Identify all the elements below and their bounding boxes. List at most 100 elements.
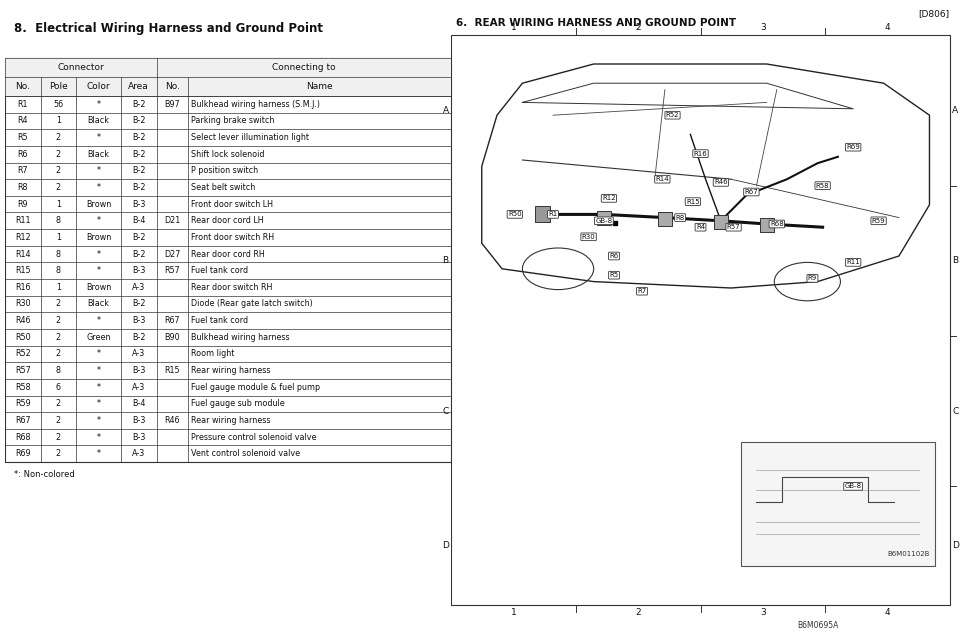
Text: 2: 2 <box>56 166 60 175</box>
Text: *: * <box>97 349 101 358</box>
Text: Black: Black <box>87 300 109 308</box>
Text: B-4: B-4 <box>132 216 145 225</box>
Text: 2: 2 <box>56 449 60 458</box>
Text: P position switch: P position switch <box>191 166 258 175</box>
Text: Front door switch RH: Front door switch RH <box>191 233 275 242</box>
Text: 2: 2 <box>56 133 60 142</box>
Bar <box>759 218 774 232</box>
Text: Room light: Room light <box>191 349 235 358</box>
Text: R1: R1 <box>17 100 28 109</box>
Text: B-2: B-2 <box>132 183 146 192</box>
Text: R1: R1 <box>548 211 558 218</box>
Text: No.: No. <box>165 82 180 91</box>
Text: 1: 1 <box>56 233 60 242</box>
Text: Fuel gauge sub module: Fuel gauge sub module <box>191 399 285 408</box>
Bar <box>535 206 550 222</box>
Text: R9: R9 <box>17 200 28 209</box>
Text: D: D <box>442 541 448 550</box>
Text: R6: R6 <box>610 253 618 259</box>
Text: Vent control solenoid valve: Vent control solenoid valve <box>191 449 300 458</box>
Text: Seat belt switch: Seat belt switch <box>191 183 255 192</box>
Text: R16: R16 <box>15 283 31 292</box>
Text: B-2: B-2 <box>132 333 146 342</box>
Text: D27: D27 <box>164 250 180 259</box>
Text: 8: 8 <box>56 366 60 375</box>
Text: Brown: Brown <box>85 233 111 242</box>
Text: 2: 2 <box>56 399 60 408</box>
Text: B: B <box>952 256 958 266</box>
Text: R16: R16 <box>694 150 708 157</box>
Text: R59: R59 <box>14 399 31 408</box>
Text: R14: R14 <box>656 176 669 182</box>
Text: R30: R30 <box>15 300 31 308</box>
Text: B-2: B-2 <box>132 233 146 242</box>
Text: R4: R4 <box>696 224 705 230</box>
Text: B-2: B-2 <box>132 116 146 125</box>
Text: B-2: B-2 <box>132 300 146 308</box>
Text: Brown: Brown <box>85 283 111 292</box>
Text: R67: R67 <box>164 316 180 325</box>
Text: R67: R67 <box>745 189 758 195</box>
Text: B-2: B-2 <box>132 150 146 159</box>
Text: B-3: B-3 <box>132 200 145 209</box>
Text: Pole: Pole <box>49 82 68 91</box>
Text: R14: R14 <box>15 250 31 259</box>
Text: B97: B97 <box>164 100 180 109</box>
Text: Rear door switch RH: Rear door switch RH <box>191 283 273 292</box>
Text: 8.  Electrical Wiring Harness and Ground Point: 8. Electrical Wiring Harness and Ground … <box>13 22 323 35</box>
Text: C: C <box>443 406 448 416</box>
Text: A-3: A-3 <box>132 383 145 392</box>
Text: R52: R52 <box>14 349 31 358</box>
Text: R7: R7 <box>637 288 647 294</box>
Text: R68: R68 <box>15 433 31 442</box>
Text: R50: R50 <box>508 211 521 218</box>
Text: GB-8: GB-8 <box>845 483 862 490</box>
Text: R15: R15 <box>686 198 700 205</box>
Text: Bulkhead wiring harness (S.M.J.): Bulkhead wiring harness (S.M.J.) <box>191 100 321 109</box>
Bar <box>597 211 611 225</box>
Text: Name: Name <box>306 82 333 91</box>
Text: R11: R11 <box>847 259 860 266</box>
Text: 8: 8 <box>56 250 60 259</box>
Text: Fuel tank cord: Fuel tank cord <box>191 266 249 275</box>
Text: 1: 1 <box>56 283 60 292</box>
Text: *: * <box>97 449 101 458</box>
Text: B-3: B-3 <box>132 266 145 275</box>
Bar <box>713 215 728 229</box>
Text: 1: 1 <box>511 608 516 617</box>
Text: 8: 8 <box>56 266 60 275</box>
Text: B-2: B-2 <box>132 100 146 109</box>
Text: A-3: A-3 <box>132 349 145 358</box>
Text: 4: 4 <box>885 23 890 32</box>
Text: R8: R8 <box>17 183 28 192</box>
Text: 2: 2 <box>56 416 60 425</box>
Text: 2: 2 <box>56 316 60 325</box>
Text: 2: 2 <box>56 333 60 342</box>
Text: R11: R11 <box>15 216 31 225</box>
Text: B-2: B-2 <box>132 250 146 259</box>
Bar <box>658 212 672 226</box>
Text: 2: 2 <box>56 349 60 358</box>
Text: R57: R57 <box>14 366 31 375</box>
Text: Rear wiring harness: Rear wiring harness <box>191 366 271 375</box>
Text: R69: R69 <box>847 144 860 150</box>
Text: No.: No. <box>15 82 30 91</box>
Text: B6M01102B: B6M01102B <box>887 551 929 557</box>
Text: 2: 2 <box>56 183 60 192</box>
Text: *: * <box>97 216 101 225</box>
Text: R7: R7 <box>17 166 28 175</box>
Text: 3: 3 <box>760 23 766 32</box>
Text: 3: 3 <box>760 608 766 617</box>
Text: Color: Color <box>86 82 110 91</box>
Text: Rear wiring harness: Rear wiring harness <box>191 416 271 425</box>
Text: 2: 2 <box>56 433 60 442</box>
Text: B: B <box>443 256 448 266</box>
Text: *: * <box>97 266 101 275</box>
Text: B-2: B-2 <box>132 133 146 142</box>
Text: Rear door cord LH: Rear door cord LH <box>191 216 264 225</box>
Text: R58: R58 <box>816 182 829 189</box>
Text: R57: R57 <box>164 266 180 275</box>
Text: R46: R46 <box>164 416 180 425</box>
Text: 6.  REAR WIRING HARNESS AND GROUND POINT: 6. REAR WIRING HARNESS AND GROUND POINT <box>456 18 736 28</box>
Text: R69: R69 <box>14 449 31 458</box>
